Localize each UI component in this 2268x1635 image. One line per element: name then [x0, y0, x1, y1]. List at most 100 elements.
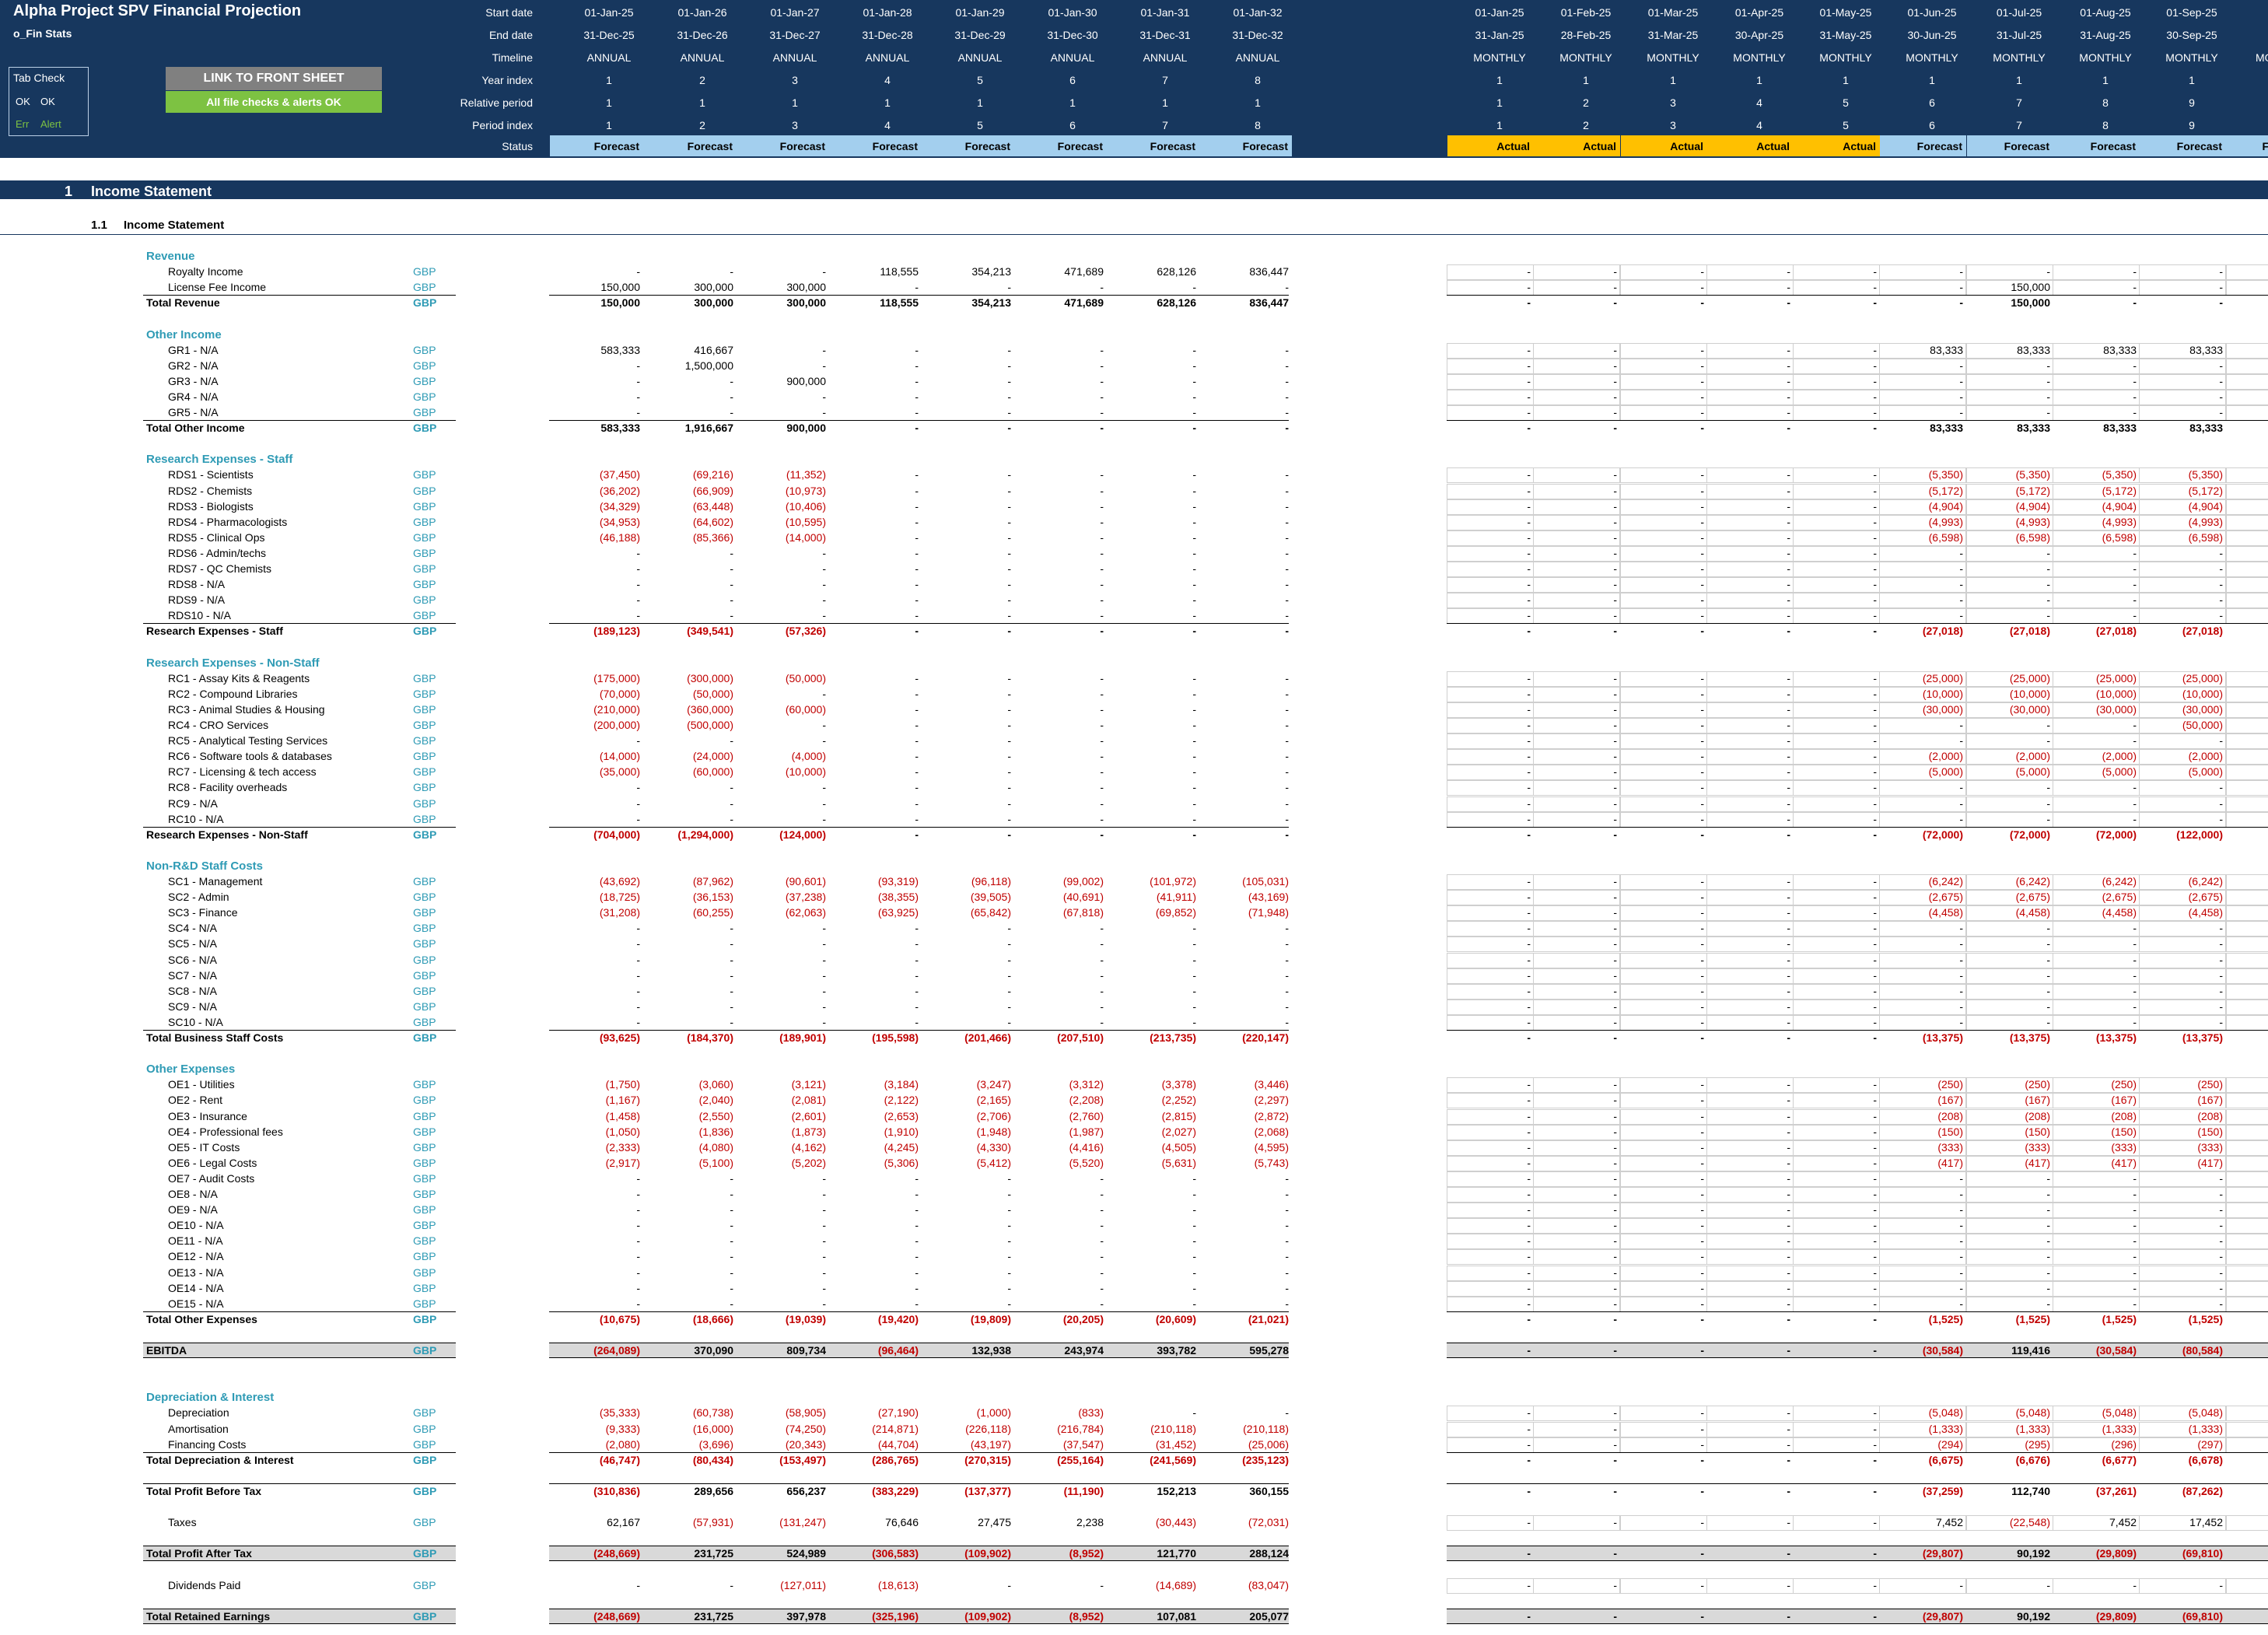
monthly-input-cell[interactable] — [1879, 373, 1966, 390]
monthly-input-cell-partial[interactable] — [2226, 562, 2268, 577]
monthly-input-cell[interactable] — [1533, 1249, 1620, 1266]
monthly-input-cell[interactable] — [1533, 937, 1620, 953]
monthly-input-cell-partial[interactable] — [2226, 499, 2268, 515]
monthly-input-cell[interactable] — [1533, 545, 1620, 562]
monthly-input-cell[interactable] — [1533, 670, 1620, 687]
monthly-input-cell[interactable] — [2139, 1077, 2226, 1094]
monthly-input-cell[interactable] — [1879, 686, 1966, 702]
monthly-input-cell-partial[interactable] — [2226, 999, 2268, 1015]
monthly-input-cell[interactable] — [2139, 342, 2226, 359]
monthly-input-cell[interactable] — [1533, 342, 1620, 359]
monthly-input-cell[interactable] — [1879, 1249, 1966, 1266]
monthly-input-cell[interactable] — [2139, 577, 2226, 593]
monthly-input-cell-partial[interactable] — [2226, 1437, 2268, 1453]
monthly-input-cell[interactable] — [1533, 1187, 1620, 1203]
monthly-input-cell-partial[interactable] — [2226, 780, 2268, 796]
monthly-input-cell-partial[interactable] — [2226, 514, 2268, 530]
monthly-input-cell[interactable] — [2139, 530, 2226, 546]
monthly-input-cell-partial[interactable] — [2226, 1280, 2268, 1297]
monthly-input-cell[interactable] — [2139, 968, 2226, 984]
monthly-input-cell[interactable] — [1533, 1077, 1620, 1094]
monthly-input-cell[interactable] — [1879, 718, 1966, 733]
monthly-input-cell[interactable] — [1879, 780, 1966, 796]
monthly-input-cell[interactable] — [1533, 1280, 1620, 1297]
monthly-input-cell[interactable] — [2139, 921, 2226, 937]
monthly-input-cell-partial[interactable] — [2226, 1249, 2268, 1266]
monthly-input-cell[interactable] — [1879, 983, 1966, 1000]
monthly-input-cell[interactable] — [2139, 264, 2226, 281]
monthly-input-cell[interactable] — [1533, 796, 1620, 812]
monthly-input-cell[interactable] — [2139, 718, 2226, 733]
monthly-input-cell[interactable] — [2139, 1203, 2226, 1219]
monthly-input-cell[interactable] — [1533, 483, 1620, 499]
monthly-input-cell-partial[interactable] — [2226, 686, 2268, 702]
monthly-input-cell[interactable] — [1879, 968, 1966, 984]
monthly-input-cell[interactable] — [1533, 389, 1620, 405]
monthly-input-cell-partial[interactable] — [2226, 952, 2268, 968]
monthly-input-cell[interactable] — [1879, 264, 1966, 281]
monthly-input-cell[interactable] — [1533, 1234, 1620, 1250]
monthly-input-cell[interactable] — [1533, 780, 1620, 796]
monthly-input-cell[interactable] — [1879, 389, 1966, 405]
monthly-input-cell-partial[interactable] — [2226, 1421, 2268, 1437]
monthly-input-cell[interactable] — [1879, 1155, 1966, 1171]
monthly-input-cell[interactable] — [2139, 1249, 2226, 1266]
monthly-input-cell[interactable] — [2139, 1265, 2226, 1281]
monthly-input-cell[interactable] — [2139, 937, 2226, 953]
monthly-input-cell-partial[interactable] — [2226, 1155, 2268, 1171]
monthly-input-cell[interactable] — [1533, 718, 1620, 733]
monthly-input-cell-partial[interactable] — [2226, 358, 2268, 374]
monthly-input-cell[interactable] — [2139, 1218, 2226, 1234]
monthly-input-cell[interactable] — [1533, 1203, 1620, 1219]
monthly-input-cell-partial[interactable] — [2226, 545, 2268, 562]
monthly-input-cell[interactable] — [1879, 749, 1966, 765]
monthly-input-cell[interactable] — [1533, 702, 1620, 718]
monthly-input-cell-partial[interactable] — [2226, 1577, 2268, 1594]
monthly-input-cell[interactable] — [1879, 874, 1966, 890]
monthly-input-cell[interactable] — [1879, 796, 1966, 812]
monthly-input-cell[interactable] — [1533, 890, 1620, 906]
monthly-input-cell[interactable] — [2139, 373, 2226, 390]
monthly-input-cell[interactable] — [2139, 545, 2226, 562]
monthly-input-cell[interactable] — [2139, 983, 2226, 1000]
monthly-input-cell-partial[interactable] — [2226, 405, 2268, 421]
monthly-input-cell[interactable] — [2139, 999, 2226, 1015]
monthly-input-cell[interactable] — [1533, 499, 1620, 515]
monthly-input-cell[interactable] — [2139, 1187, 2226, 1203]
link-to-front-sheet-button[interactable]: LINK TO FRONT SHEET — [166, 67, 382, 90]
monthly-input-cell-partial[interactable] — [2226, 1077, 2268, 1094]
monthly-input-cell[interactable] — [2139, 702, 2226, 718]
monthly-input-cell[interactable] — [1879, 530, 1966, 546]
monthly-input-cell-partial[interactable] — [2226, 1171, 2268, 1187]
monthly-input-cell[interactable] — [1533, 905, 1620, 922]
monthly-input-cell-partial[interactable] — [2226, 483, 2268, 499]
monthly-input-cell[interactable] — [1533, 733, 1620, 750]
monthly-input-cell[interactable] — [1879, 1093, 1966, 1109]
monthly-input-cell[interactable] — [2139, 686, 2226, 702]
monthly-input-cell[interactable] — [1533, 952, 1620, 968]
monthly-input-cell[interactable] — [2139, 389, 2226, 405]
monthly-input-cell[interactable] — [1533, 577, 1620, 593]
monthly-input-cell[interactable] — [2139, 467, 2226, 484]
monthly-input-cell[interactable] — [2139, 890, 2226, 906]
monthly-input-cell-partial[interactable] — [2226, 983, 2268, 1000]
monthly-input-cell-partial[interactable] — [2226, 577, 2268, 593]
monthly-input-cell[interactable] — [2139, 749, 2226, 765]
monthly-input-cell[interactable] — [1879, 467, 1966, 484]
monthly-input-cell-partial[interactable] — [2226, 670, 2268, 687]
monthly-input-cell-partial[interactable] — [2226, 718, 2268, 733]
monthly-input-cell-partial[interactable] — [2226, 874, 2268, 890]
monthly-input-cell-partial[interactable] — [2226, 921, 2268, 937]
monthly-input-cell[interactable] — [1533, 1155, 1620, 1171]
monthly-input-cell-partial[interactable] — [2226, 1515, 2268, 1532]
monthly-input-cell-partial[interactable] — [2226, 467, 2268, 484]
monthly-input-cell[interactable] — [1533, 1171, 1620, 1187]
monthly-input-cell[interactable] — [2139, 1140, 2226, 1156]
monthly-input-cell[interactable] — [1879, 1203, 1966, 1219]
monthly-input-cell-partial[interactable] — [2226, 389, 2268, 405]
monthly-input-cell[interactable] — [2139, 780, 2226, 796]
monthly-input-cell[interactable] — [1879, 562, 1966, 577]
monthly-input-cell[interactable] — [1533, 999, 1620, 1015]
monthly-input-cell-partial[interactable] — [2226, 1187, 2268, 1203]
monthly-input-cell[interactable] — [2139, 905, 2226, 922]
